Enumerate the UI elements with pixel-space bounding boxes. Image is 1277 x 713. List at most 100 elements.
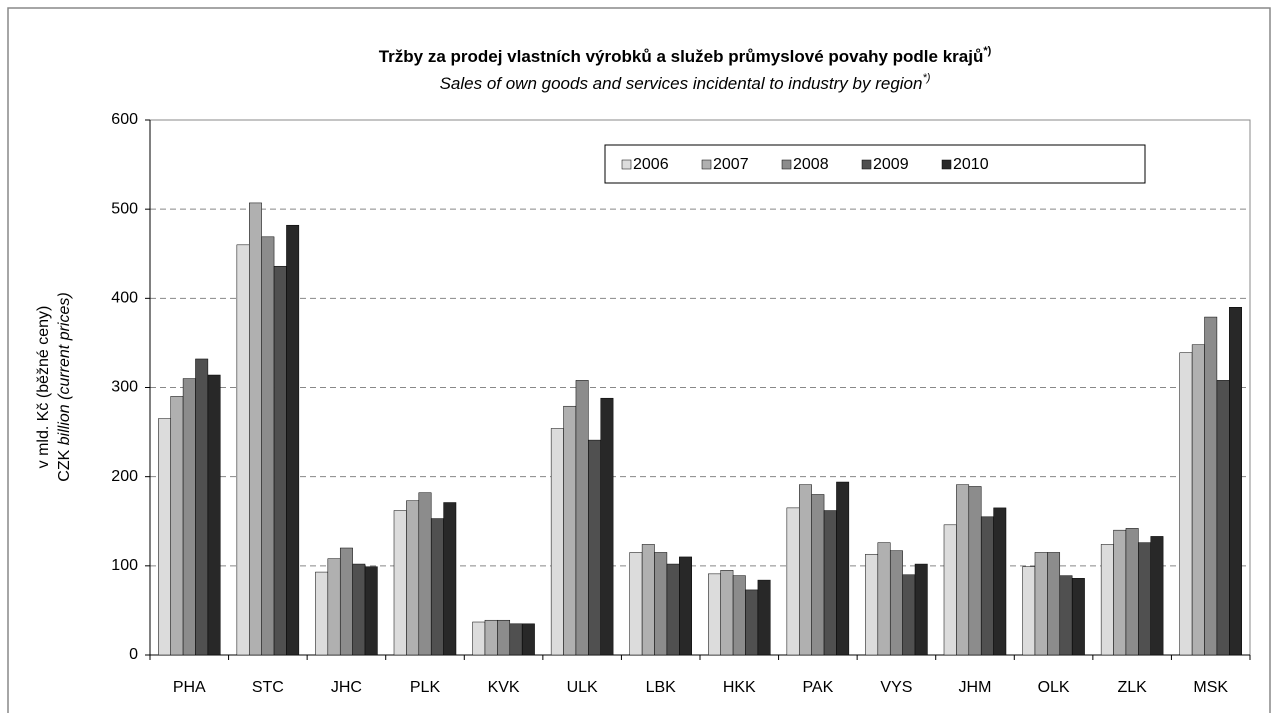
y-label-line: CZK billion (current prices) (56, 292, 73, 481)
y-tick-label: 200 (111, 468, 138, 485)
bar (720, 570, 734, 656)
chart-subtitle: Sales of own goods and services incident… (440, 72, 931, 94)
y-label-part: billion (current prices) (56, 292, 73, 445)
bar (273, 265, 287, 656)
chart-title: Tržby za prodej vlastních výrobků a služ… (379, 45, 992, 67)
bar (823, 510, 837, 656)
bar (757, 579, 771, 656)
title-superscript: *) (983, 45, 991, 57)
y-tick-label: 0 (129, 646, 138, 663)
bar (679, 556, 692, 656)
legend-label: 2010 (953, 156, 989, 173)
bar (968, 486, 982, 656)
bar (1022, 566, 1036, 656)
bar (641, 544, 655, 656)
x-tick-label: ULK (567, 679, 598, 696)
bar (418, 492, 432, 656)
legend-marker (781, 159, 792, 170)
bar (877, 542, 891, 656)
x-tick-label: STC (252, 679, 284, 696)
y-tick-label: 300 (111, 379, 138, 396)
bar (207, 374, 221, 656)
bar (666, 563, 680, 656)
bar (550, 428, 564, 656)
y-tick-label: 100 (111, 557, 138, 574)
bar (509, 623, 523, 656)
bar (980, 516, 994, 656)
bar (521, 623, 535, 656)
legend-marker (941, 159, 952, 170)
y-label-part: CZK (56, 449, 73, 481)
bar (654, 552, 668, 656)
bar (1191, 344, 1205, 656)
bar (249, 202, 262, 656)
bar (406, 500, 420, 656)
bar (1047, 552, 1061, 656)
bar (732, 575, 746, 656)
legend-marker (621, 159, 632, 170)
bar (236, 244, 250, 656)
bar (1216, 380, 1230, 656)
x-tick-label: KVK (488, 679, 520, 696)
bar (1179, 352, 1193, 656)
bar (902, 574, 916, 656)
y-tick-label: 600 (111, 111, 138, 128)
bar (1204, 316, 1218, 656)
bar (865, 553, 879, 656)
bar (261, 236, 275, 656)
bar (182, 378, 196, 656)
bar (993, 507, 1007, 656)
x-tick-label: JHM (959, 679, 992, 696)
bar (315, 571, 329, 656)
bar (943, 524, 957, 656)
y-axis-label: v mld. Kč (běžné ceny) CZK billion (curr… (35, 292, 73, 481)
bar (339, 547, 353, 656)
bar (1138, 542, 1151, 656)
legend-label: 2008 (793, 156, 829, 173)
x-tick-label: MSK (1193, 679, 1228, 696)
bar (1059, 575, 1073, 656)
bar (195, 358, 209, 656)
bar (600, 397, 614, 656)
bar (1150, 536, 1164, 656)
bar (430, 518, 444, 656)
legend-label: 2007 (713, 156, 749, 173)
bar (286, 224, 300, 656)
bar (1071, 578, 1085, 656)
bar (799, 484, 812, 656)
bar (575, 380, 589, 656)
bar (588, 439, 601, 656)
subtitle-superscript: *) (922, 72, 930, 84)
bar (708, 573, 721, 656)
bar (1034, 552, 1048, 656)
x-tick-label: JHC (331, 679, 362, 696)
title-text: Tržby za prodej vlastních výrobků a služ… (379, 47, 984, 66)
legend-label: 2009 (873, 156, 909, 173)
bar (1125, 528, 1139, 656)
bar (811, 494, 825, 656)
bar (352, 563, 366, 656)
x-tick-label: ZLK (1117, 679, 1147, 696)
bar (563, 405, 577, 656)
bar (914, 563, 928, 656)
bar (629, 552, 643, 656)
bar (786, 507, 800, 656)
subtitle-text: Sales of own goods and services incident… (440, 74, 923, 93)
bar (745, 589, 759, 656)
bar (889, 550, 903, 656)
y-tick-label: 500 (111, 200, 138, 217)
y-label-line: v mld. Kč (běžné ceny) (35, 306, 52, 469)
bar (158, 418, 171, 656)
x-tick-label: HKK (723, 679, 756, 696)
x-tick-label: LBK (646, 679, 677, 696)
legend-marker (701, 159, 712, 170)
y-tick-label: 400 (111, 290, 138, 307)
bar (956, 484, 970, 656)
x-tick-label: PAK (802, 679, 833, 696)
bar (170, 396, 184, 656)
bar (1229, 307, 1242, 656)
bar (327, 558, 341, 656)
legend-label: 2006 (633, 156, 669, 173)
x-tick-label: OLK (1038, 679, 1070, 696)
bar (393, 510, 407, 656)
